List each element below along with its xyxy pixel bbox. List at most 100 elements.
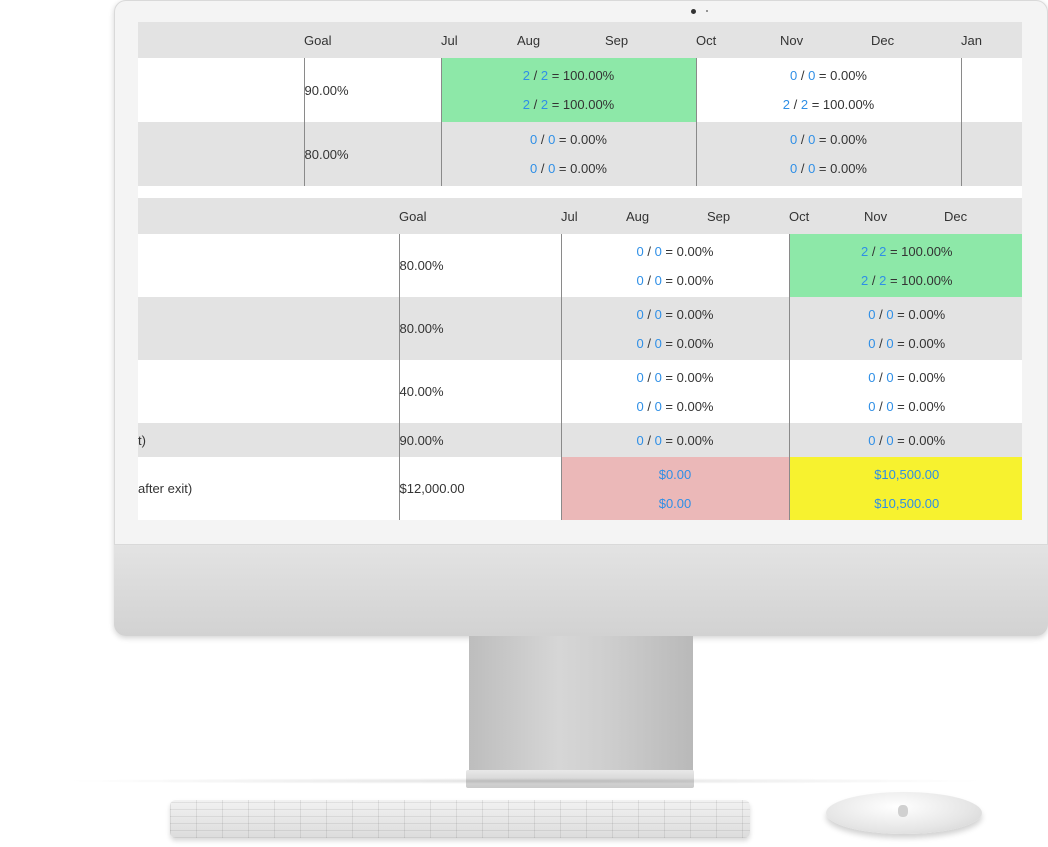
denominator-link[interactable]: 2 bbox=[800, 97, 809, 112]
ratio-value: 100.00% bbox=[901, 243, 953, 259]
numerator-link[interactable]: 0 bbox=[789, 132, 798, 147]
numerator-link[interactable]: 0 bbox=[636, 272, 644, 288]
denominator-link[interactable]: 0 bbox=[654, 369, 662, 385]
denominator-link[interactable]: 0 bbox=[654, 398, 662, 414]
table-row: 80.00% 0 / 0 = 0.00% 0 / 0 = 0.00% 2 / 2… bbox=[138, 234, 1022, 297]
denominator-link[interactable]: 2 bbox=[879, 243, 887, 259]
ratio-line: 0 / 0 = 0.00% bbox=[636, 335, 714, 351]
column-header-jan: Jan bbox=[961, 22, 1022, 58]
column-header-goal: Goal bbox=[399, 198, 561, 234]
ratio-value: 0.00% bbox=[570, 132, 607, 147]
desk-shadow bbox=[60, 778, 990, 784]
ratio-value: 100.00% bbox=[562, 97, 615, 112]
ratio-line: 0 / 0 = 0.00% bbox=[868, 306, 946, 322]
denominator-link[interactable]: 0 bbox=[548, 161, 556, 176]
denominator-link[interactable]: 2 bbox=[540, 97, 549, 112]
numerator-link[interactable]: 0 bbox=[789, 161, 798, 176]
denominator-link[interactable]: 0 bbox=[548, 132, 556, 147]
numerator-link[interactable]: 2 bbox=[861, 243, 869, 259]
ratio-line: 0 / 0 = 0.00% bbox=[636, 306, 714, 322]
denominator-link[interactable]: 0 bbox=[808, 68, 816, 83]
denominator-link[interactable]: 2 bbox=[540, 68, 549, 83]
table-row: t) 90.00% 0 / 0 = 0.00% 0 / 0 = 0.00% bbox=[138, 423, 1022, 457]
numerator-link[interactable]: 0 bbox=[529, 132, 538, 147]
table-header-row: Goal Jul Aug Sep Oct Nov Dec bbox=[138, 198, 1022, 234]
row-goal: 40.00% bbox=[399, 360, 562, 423]
column-header-goal: Goal bbox=[304, 22, 441, 58]
column-header-aug: Aug bbox=[517, 22, 605, 58]
ratio-value: 0.00% bbox=[908, 398, 946, 414]
numerator-link[interactable]: 2 bbox=[782, 97, 790, 112]
camera-indicator-icon bbox=[706, 10, 708, 12]
denominator-link[interactable]: 0 bbox=[654, 306, 662, 322]
denominator-link[interactable]: 0 bbox=[886, 398, 894, 414]
quarter-2-cell: 0 / 0 = 0.00% 0 / 0 = 0.00% bbox=[789, 297, 1022, 360]
ratio-line: 0 / 0 = 0.00% bbox=[868, 335, 946, 351]
amount-link[interactable]: $0.00 bbox=[658, 466, 692, 482]
ratio-line: 0 / 0 = 0.00% bbox=[789, 161, 867, 176]
denominator-link[interactable]: 0 bbox=[654, 272, 662, 288]
ratio-value: 0.00% bbox=[570, 161, 607, 176]
numerator-link[interactable]: 0 bbox=[636, 243, 644, 259]
row-label: t) bbox=[138, 423, 400, 457]
numerator-link[interactable]: 2 bbox=[522, 97, 530, 112]
ratio-value: 0.00% bbox=[830, 68, 867, 83]
denominator-link[interactable]: 0 bbox=[808, 132, 816, 147]
row-goal: 80.00% bbox=[399, 234, 562, 297]
amount-link[interactable]: $10,500.00 bbox=[874, 466, 940, 482]
numerator-link[interactable]: 0 bbox=[529, 161, 538, 176]
numerator-link[interactable]: 0 bbox=[868, 398, 876, 414]
numerator-link[interactable]: 0 bbox=[868, 432, 876, 448]
denominator-link[interactable]: 0 bbox=[654, 432, 662, 448]
ratio-line: 2 / 2 = 100.00% bbox=[522, 68, 615, 83]
column-header-oct: Oct bbox=[789, 198, 864, 234]
numerator-link[interactable]: 0 bbox=[636, 432, 644, 448]
table-row: 80.00% 0 / 0 = 0.00% 0 / 0 = 0.00% 0 / 0… bbox=[138, 297, 1022, 360]
ratio-line: 2 / 2 = 100.00% bbox=[861, 272, 953, 288]
table-row: 40.00% 0 / 0 = 0.00% 0 / 0 = 0.00% 0 / 0… bbox=[138, 360, 1022, 423]
numerator-link[interactable]: 0 bbox=[636, 335, 644, 351]
denominator-link[interactable]: 0 bbox=[886, 335, 894, 351]
column-header-nov: Nov bbox=[864, 198, 944, 234]
denominator-link[interactable]: 0 bbox=[886, 432, 894, 448]
column-header-oct: Oct bbox=[696, 22, 780, 58]
row-goal: $12,000.00 bbox=[399, 457, 562, 520]
numerator-link[interactable]: 0 bbox=[868, 335, 876, 351]
numerator-link[interactable]: 2 bbox=[522, 68, 530, 83]
table-row: 90.00% 2 / 2 = 100.00% 2 / 2 = 100.00% 0… bbox=[138, 58, 1022, 122]
numerator-link[interactable]: 0 bbox=[868, 369, 876, 385]
ratio-value: 100.00% bbox=[901, 272, 953, 288]
ratio-line: 0 / 0 = 0.00% bbox=[789, 68, 867, 83]
amount-link[interactable]: $0.00 bbox=[658, 495, 692, 511]
numerator-link[interactable]: 0 bbox=[868, 306, 876, 322]
denominator-link[interactable]: 0 bbox=[886, 369, 894, 385]
denominator-link[interactable]: 2 bbox=[879, 272, 887, 288]
denominator-link[interactable]: 0 bbox=[654, 335, 662, 351]
table-row: 80.00% 0 / 0 = 0.00% 0 / 0 = 0.00% 0 / 0… bbox=[138, 122, 1022, 186]
keyboard bbox=[170, 800, 750, 838]
numerator-link[interactable]: 0 bbox=[636, 398, 644, 414]
ratio-line: 0 / 0 = 0.00% bbox=[529, 132, 607, 147]
ratio-line: 2 / 2 = 100.00% bbox=[782, 97, 875, 112]
row-goal: 90.00% bbox=[304, 58, 442, 122]
denominator-link[interactable]: 0 bbox=[886, 306, 894, 322]
amount-link[interactable]: $10,500.00 bbox=[874, 495, 940, 511]
goal-report-table-2: Goal Jul Aug Sep Oct Nov Dec 80.00% 0 / … bbox=[138, 198, 1022, 520]
numerator-link[interactable]: 0 bbox=[636, 369, 644, 385]
quarter-2-cell: 0 / 0 = 0.00% 2 / 2 = 100.00% bbox=[696, 58, 962, 122]
row-goal: 80.00% bbox=[304, 122, 442, 186]
column-header-dec: Dec bbox=[944, 198, 1022, 234]
numerator-link[interactable]: 0 bbox=[789, 68, 798, 83]
numerator-link[interactable]: 0 bbox=[636, 306, 644, 322]
ratio-line: 2 / 2 = 100.00% bbox=[861, 243, 953, 259]
monitor-stand-foot bbox=[466, 770, 694, 788]
numerator-link[interactable]: 2 bbox=[861, 272, 869, 288]
denominator-link[interactable]: 0 bbox=[808, 161, 816, 176]
denominator-link[interactable]: 0 bbox=[654, 243, 662, 259]
goal-report-table-1: Goal Jul Aug Sep Oct Nov Dec Jan 90.00% … bbox=[138, 22, 1022, 186]
column-header-aug: Aug bbox=[626, 198, 707, 234]
ratio-line: 0 / 0 = 0.00% bbox=[529, 161, 607, 176]
column-header-sep: Sep bbox=[707, 198, 789, 234]
ratio-line: 0 / 0 = 0.00% bbox=[636, 432, 714, 448]
ratio-line: 0 / 0 = 0.00% bbox=[636, 272, 714, 288]
